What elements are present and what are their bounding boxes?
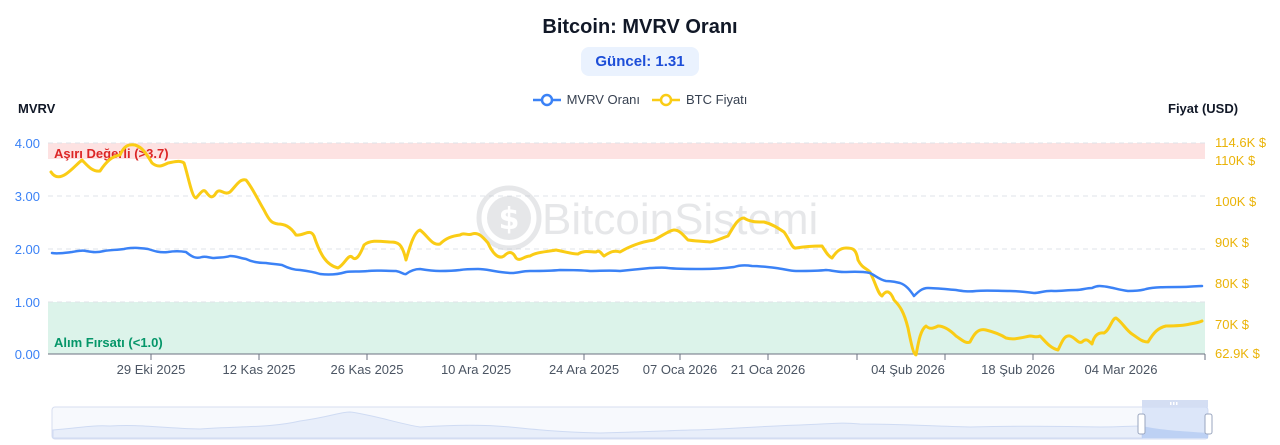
svg-text:12 Kas 2025: 12 Kas 2025 bbox=[222, 362, 295, 377]
svg-text:29 Eki 2025: 29 Eki 2025 bbox=[117, 362, 186, 377]
svg-text:100K $: 100K $ bbox=[1215, 194, 1257, 209]
chart-title: Bitcoin: MVRV Oranı bbox=[542, 16, 738, 38]
right-axis-ticks: 114.6K $ 110K $ 100K $ 90K $ 80K $ 70K $… bbox=[1215, 135, 1267, 361]
buy-zone bbox=[48, 302, 1205, 354]
current-value-badge: Güncel: 1.31 bbox=[581, 47, 699, 76]
navigator-left-handle[interactable] bbox=[1137, 413, 1146, 435]
legend-label-mvrv: MVRV Oranı bbox=[566, 92, 641, 107]
left-axis-title: MVRV bbox=[18, 101, 56, 116]
svg-text:90K $: 90K $ bbox=[1215, 235, 1250, 250]
navigator-drag-bar[interactable] bbox=[1142, 400, 1208, 407]
legend-item-mvrv[interactable]: MVRV Oranı bbox=[532, 92, 641, 107]
svg-text:70K $: 70K $ bbox=[1215, 317, 1250, 332]
svg-text:04 Şub 2026: 04 Şub 2026 bbox=[871, 362, 945, 377]
bitcoin-logo-icon bbox=[476, 185, 542, 251]
svg-text:3.00: 3.00 bbox=[15, 189, 40, 204]
svg-text:10 Ara 2025: 10 Ara 2025 bbox=[441, 362, 511, 377]
x-axis-ticks: 29 Eki 2025 12 Kas 2025 26 Kas 2025 10 A… bbox=[117, 362, 1158, 377]
mvrv-line[interactable] bbox=[50, 246, 1204, 298]
legend: MVRV Oranı BTC Fiyatı bbox=[0, 92, 1280, 107]
legend-label-btc: BTC Fiyatı bbox=[686, 92, 748, 107]
line-circle-marker-icon bbox=[652, 93, 681, 106]
legend-item-btc[interactable]: BTC Fiyatı bbox=[652, 92, 747, 107]
btc-price-line[interactable] bbox=[49, 143, 1204, 357]
svg-text:07 Oca 2026: 07 Oca 2026 bbox=[643, 362, 717, 377]
watermark-text: BitcoinSistemi bbox=[542, 195, 818, 244]
svg-text:1.00: 1.00 bbox=[15, 295, 40, 310]
svg-text:2.00: 2.00 bbox=[15, 242, 40, 257]
buy-label: Alım Fırsatı (<1.0) bbox=[54, 335, 163, 350]
svg-text:110K $: 110K $ bbox=[1215, 153, 1256, 168]
range-navigator[interactable] bbox=[51, 400, 1213, 440]
svg-text:18 Şub 2026: 18 Şub 2026 bbox=[981, 362, 1055, 377]
svg-text:26 Kas 2025: 26 Kas 2025 bbox=[330, 362, 403, 377]
svg-text:80K $: 80K $ bbox=[1215, 276, 1250, 291]
x-axis-tick-marks bbox=[150, 354, 1034, 360]
svg-text:24 Ara 2025: 24 Ara 2025 bbox=[549, 362, 619, 377]
svg-text:0.00: 0.00 bbox=[15, 347, 40, 362]
svg-text:114.6K $: 114.6K $ bbox=[1215, 135, 1267, 150]
svg-text:62.9K $: 62.9K $ bbox=[1215, 346, 1261, 361]
line-circle-marker-icon bbox=[532, 93, 561, 106]
svg-text:04 Mar 2026: 04 Mar 2026 bbox=[1085, 362, 1158, 377]
svg-text:4.00: 4.00 bbox=[15, 136, 40, 151]
navigator-right-handle[interactable] bbox=[1204, 413, 1213, 435]
watermark: $ BitcoinSistemi bbox=[476, 185, 818, 251]
svg-text:21 Oca 2026: 21 Oca 2026 bbox=[731, 362, 805, 377]
svg-text:$: $ bbox=[499, 202, 520, 237]
overvalued-label: Aşırı Değerli (>3.7) bbox=[54, 146, 169, 161]
overvalued-zone bbox=[48, 143, 1205, 159]
left-axis-ticks: 4.00 3.00 2.00 1.00 0.00 bbox=[15, 136, 40, 362]
right-axis-title: Fiyat (USD) bbox=[1168, 101, 1239, 116]
